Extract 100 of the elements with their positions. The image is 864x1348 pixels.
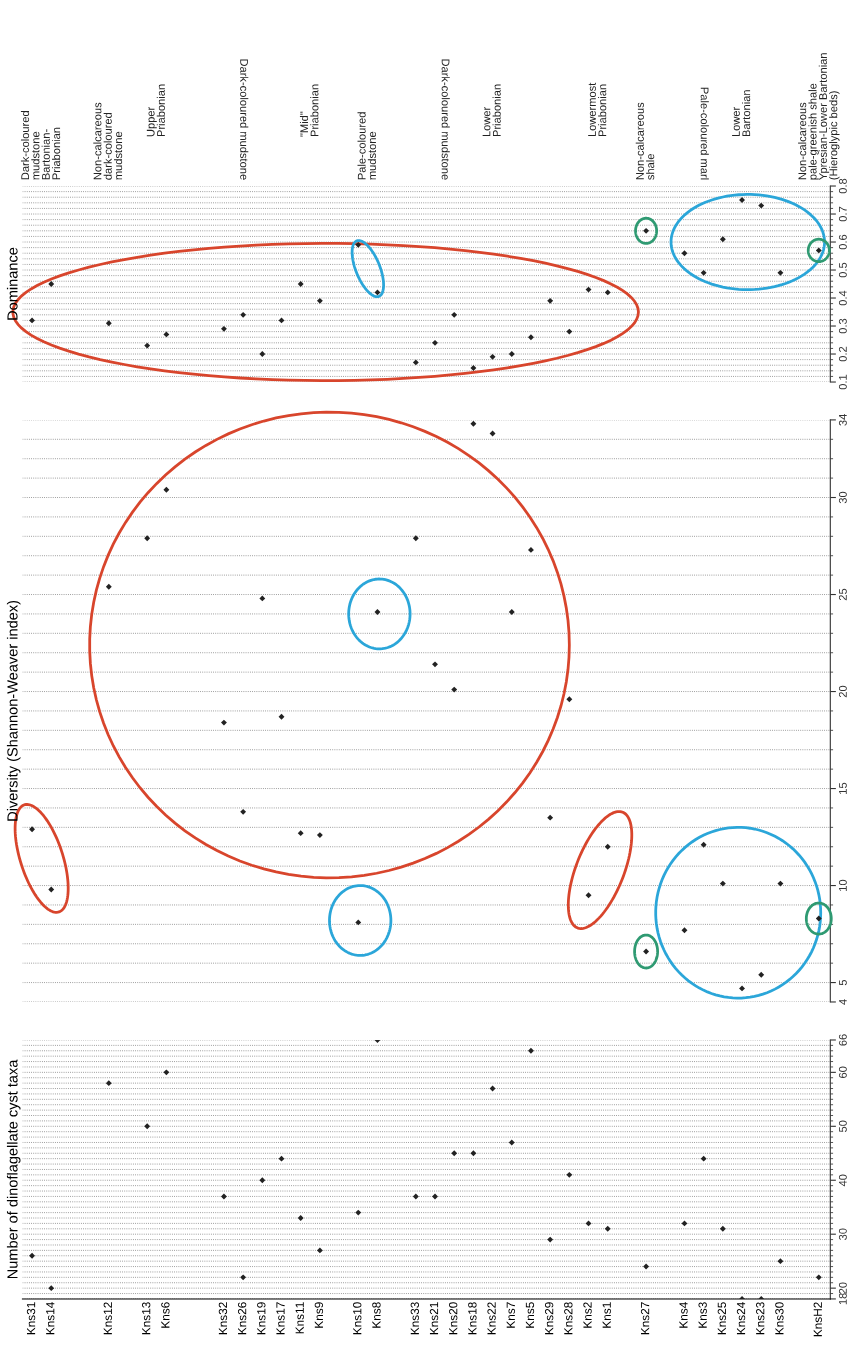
text: Lower Priabonian xyxy=(482,84,501,137)
x-tick-label: Kns10 xyxy=(353,1302,362,1335)
point xyxy=(815,1274,822,1281)
point xyxy=(719,236,726,243)
point xyxy=(29,1252,35,1259)
point xyxy=(297,830,304,837)
y-tick-label: 0.7 xyxy=(838,206,847,222)
point xyxy=(144,535,151,542)
point xyxy=(508,351,515,357)
y-tick-label: 10 xyxy=(838,879,847,891)
point xyxy=(681,927,688,934)
point xyxy=(585,286,592,293)
point xyxy=(681,250,688,257)
x-tick-label: Kns20 xyxy=(449,1302,458,1335)
y-tick-label: 0.1 xyxy=(838,374,847,390)
y-tick-label: 0.8 xyxy=(838,178,847,194)
point xyxy=(585,892,592,899)
x-tick-label: Kns25 xyxy=(717,1302,727,1335)
point xyxy=(48,1285,55,1292)
x-tick-label: Kns5 xyxy=(525,1302,535,1328)
x-tick-label: Kns6 xyxy=(161,1302,170,1328)
point xyxy=(470,1150,477,1157)
y-tick-label: 25 xyxy=(838,588,847,601)
point xyxy=(547,814,554,821)
point xyxy=(412,1193,419,1200)
x-tick-label: Kns33 xyxy=(410,1302,419,1335)
point xyxy=(355,1209,362,1216)
y-tick-label: 0.5 xyxy=(838,262,847,278)
y-tick-label: 18 xyxy=(838,1293,847,1305)
x-tick-label: Kns31 xyxy=(26,1302,36,1335)
point xyxy=(432,661,438,668)
text: Upper Priabonian xyxy=(146,84,165,137)
y-tick-label: 20 xyxy=(838,685,847,698)
point xyxy=(508,609,515,615)
text: Pale-coloured marl xyxy=(700,87,709,180)
point xyxy=(297,1215,304,1221)
point xyxy=(489,353,496,360)
point xyxy=(470,420,477,427)
x-tick-label: Kns22 xyxy=(487,1302,496,1335)
point xyxy=(278,713,285,720)
x-tick-label: Kns27 xyxy=(640,1302,650,1335)
x-tick-label: Kns21 xyxy=(429,1302,439,1335)
y-tick-label: 60 xyxy=(838,1066,847,1078)
x-tick-label: Kns30 xyxy=(775,1302,784,1335)
x-tick-label: Kns29 xyxy=(544,1302,554,1335)
y-tick-label: 20 xyxy=(838,1282,847,1294)
x-tick-label: Kns18 xyxy=(468,1302,477,1335)
point xyxy=(585,1220,592,1227)
point xyxy=(451,686,458,693)
point xyxy=(316,297,323,304)
point xyxy=(777,269,784,276)
point xyxy=(240,1274,247,1281)
text: Non-calcareous dark-coloured mudstone xyxy=(93,102,123,180)
point xyxy=(528,334,534,341)
text: Dark-coloured mudstone xyxy=(441,59,450,180)
text: Dominance xyxy=(6,247,18,320)
text: Lowermost Priabonian xyxy=(588,82,607,137)
text: "Mid" Priabonian xyxy=(299,84,319,137)
point xyxy=(163,486,170,493)
point xyxy=(528,546,534,553)
x-tick-label: Kns19 xyxy=(257,1302,266,1335)
y-tick-label: 15 xyxy=(839,782,847,794)
x-tick-label: Kns11 xyxy=(295,1302,304,1334)
point xyxy=(700,841,707,848)
text: Dark-coloured mudstone xyxy=(240,59,249,180)
text: Lower Bartonian xyxy=(732,90,751,137)
point xyxy=(432,1193,438,1200)
point xyxy=(758,202,765,209)
x-tick-label: Kns3 xyxy=(698,1302,707,1328)
y-tick-label: 50 xyxy=(838,1120,847,1133)
point xyxy=(278,1155,285,1162)
point xyxy=(681,1220,688,1227)
point xyxy=(221,719,227,726)
point xyxy=(451,1150,458,1157)
point xyxy=(259,595,266,602)
text: Number of dinoflagellate cyst taxa xyxy=(6,1059,21,1279)
y-tick-label: 0.4 xyxy=(838,290,847,306)
y-tick-label: 0.6 xyxy=(838,234,847,250)
point xyxy=(432,339,438,346)
x-tick-label: Kns26 xyxy=(237,1302,247,1335)
point xyxy=(221,1193,227,1200)
point xyxy=(29,826,35,833)
text: Non-calcareous shale xyxy=(635,102,655,180)
x-tick-label: Kns1 xyxy=(602,1302,611,1328)
point xyxy=(355,919,362,926)
x-tick-label: Kns9 xyxy=(314,1302,324,1328)
x-tick-label: Kns14 xyxy=(46,1302,55,1335)
text: Non-calcareous pale-greenish shale Ypresian-Lower Bartonian (Hieroglypic beds) xyxy=(798,53,840,180)
point xyxy=(719,880,726,887)
x-tick-label: Kns4 xyxy=(679,1302,688,1328)
y-tick-label: 34 xyxy=(838,414,847,426)
x-tick-label: Kns24 xyxy=(736,1302,746,1335)
point xyxy=(48,886,55,893)
point xyxy=(144,1123,151,1130)
point xyxy=(48,281,55,287)
text: Dark-coloured mudstone Bartonian- Priabonian xyxy=(20,111,61,180)
point xyxy=(739,1295,745,1299)
point xyxy=(29,317,35,324)
point xyxy=(240,311,247,318)
x-tick-label: Kns12 xyxy=(103,1302,112,1335)
